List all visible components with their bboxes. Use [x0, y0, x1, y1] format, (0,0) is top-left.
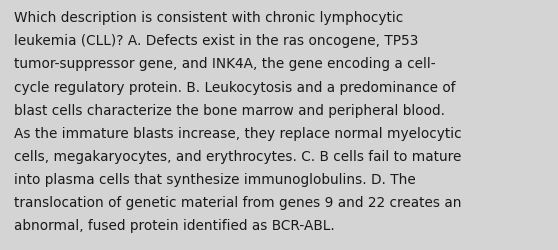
Text: translocation of genetic material from genes 9 and 22 creates an: translocation of genetic material from g…: [14, 195, 461, 209]
Text: As the immature blasts increase, they replace normal myelocytic: As the immature blasts increase, they re…: [14, 126, 461, 140]
Text: blast cells characterize the bone marrow and peripheral blood.: blast cells characterize the bone marrow…: [14, 103, 445, 117]
Text: cells, megakaryocytes, and erythrocytes. C. B cells fail to mature: cells, megakaryocytes, and erythrocytes.…: [14, 149, 461, 163]
Text: abnormal, fused protein identified as BCR-ABL.: abnormal, fused protein identified as BC…: [14, 218, 335, 232]
Text: leukemia (CLL)? A. Defects exist in the ras oncogene, TP53: leukemia (CLL)? A. Defects exist in the …: [14, 34, 418, 48]
Text: into plasma cells that synthesize immunoglobulins. D. The: into plasma cells that synthesize immuno…: [14, 172, 416, 186]
Text: Which description is consistent with chronic lymphocytic: Which description is consistent with chr…: [14, 11, 403, 25]
Text: cycle regulatory protein. B. Leukocytosis and a predominance of: cycle regulatory protein. B. Leukocytosi…: [14, 80, 455, 94]
Text: tumor-suppressor gene, and INK4A, the gene encoding a cell-: tumor-suppressor gene, and INK4A, the ge…: [14, 57, 436, 71]
